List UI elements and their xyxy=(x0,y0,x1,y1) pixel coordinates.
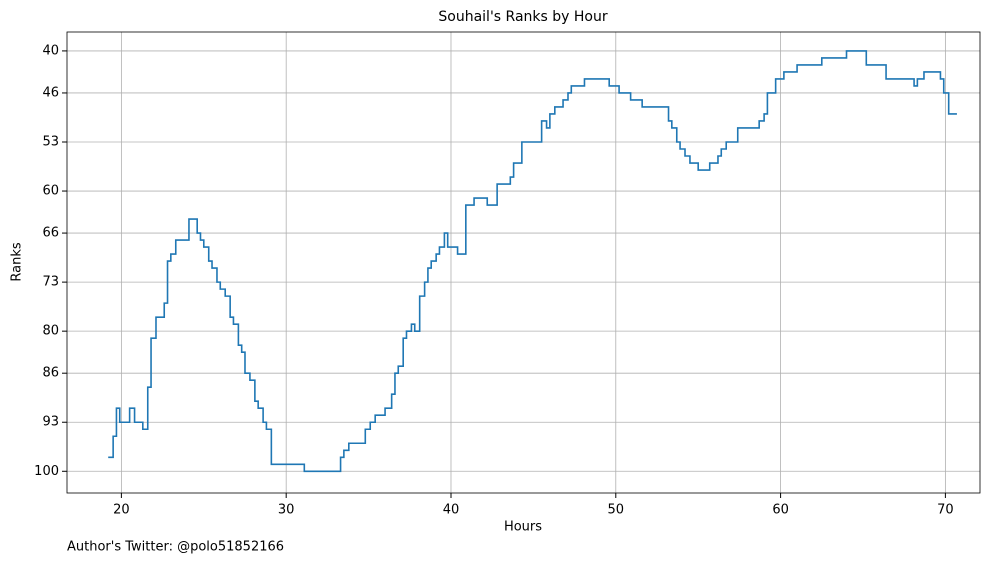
x-tick-label: 30 xyxy=(278,503,295,518)
chart-title: Souhail's Ranks by Hour xyxy=(438,9,607,25)
step-line xyxy=(108,50,957,473)
y-tick-label: 40 xyxy=(42,43,59,58)
x-tick-label: 20 xyxy=(113,503,130,518)
y-tick-label: 80 xyxy=(42,324,59,339)
x-tick-label: 70 xyxy=(937,503,954,518)
y-tick-label: 66 xyxy=(42,226,59,241)
plot-frame xyxy=(66,31,981,494)
y-tick-label: 86 xyxy=(42,366,59,381)
y-axis-label: Ranks xyxy=(10,242,25,281)
y-tick-label: 60 xyxy=(42,184,59,199)
x-tick-label: 50 xyxy=(608,503,625,518)
annotation: Author's Twitter: @polo51852166 xyxy=(67,540,284,555)
x-axis-label: Hours xyxy=(504,520,542,535)
y-tick-label: 73 xyxy=(42,275,59,290)
x-tick-label: 60 xyxy=(772,503,789,518)
y-tick-label: 53 xyxy=(42,134,59,149)
y-tick-label: 93 xyxy=(42,415,59,430)
x-tick-label: 40 xyxy=(443,503,460,518)
y-tick-label: 46 xyxy=(42,85,59,100)
y-tick-label: 100 xyxy=(34,464,59,479)
